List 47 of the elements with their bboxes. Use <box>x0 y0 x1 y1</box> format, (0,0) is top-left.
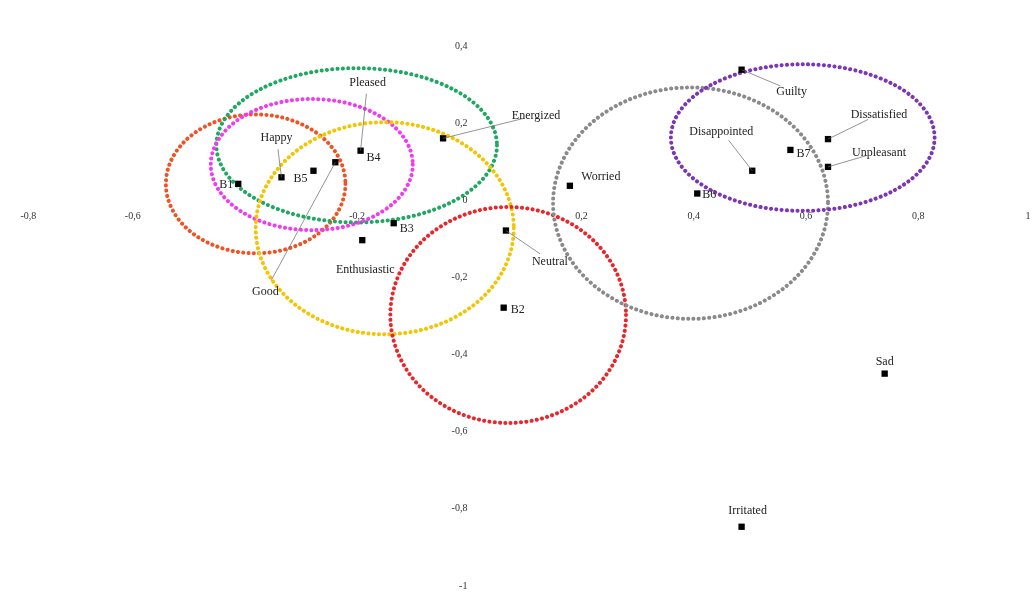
y-tick-label: 0,4 <box>454 39 468 51</box>
annotation: Irritated <box>728 502 767 517</box>
point <box>278 174 285 181</box>
annotation: B3 <box>399 221 414 236</box>
y-tick-label: -0,2 <box>451 270 468 282</box>
point <box>738 523 745 530</box>
y-tick-label: -0,8 <box>451 502 468 514</box>
annotation: B7 <box>796 145 811 160</box>
annotation: B4 <box>366 149 381 164</box>
y-tick-label: -0,6 <box>451 425 468 437</box>
annotation: Energized <box>511 108 561 123</box>
annotation: Unpleasant <box>852 144 907 159</box>
annotation: Pleased <box>349 74 386 89</box>
point <box>359 237 366 244</box>
annotation: Enthusiastic <box>335 262 395 277</box>
point <box>390 220 397 227</box>
annotation: B6 <box>702 186 717 201</box>
x-tick-label: -0,8 <box>20 209 37 221</box>
annotation: B1 <box>219 176 234 191</box>
x-tick-label: 0,6 <box>799 209 813 221</box>
annotation: B2 <box>510 301 525 316</box>
x-tick-label: 0,4 <box>687 209 701 221</box>
annotation: Guilty <box>776 83 807 98</box>
x-tick-label: -0,6 <box>124 209 141 221</box>
x-tick-label: 1 <box>1025 209 1031 221</box>
y-tick-label: -1 <box>459 579 468 591</box>
annotation: Good <box>252 284 279 299</box>
x-tick-label: -0,2 <box>349 209 366 221</box>
point <box>500 304 507 311</box>
x-tick-label: 0,2 <box>575 209 588 221</box>
annotation: Neutral <box>531 253 569 268</box>
annotation: Dissatisfied <box>850 107 908 122</box>
annotation: B5 <box>293 170 308 185</box>
x-tick-label: 0,8 <box>912 209 925 221</box>
annotation: Disappointed <box>689 123 754 138</box>
point <box>310 167 317 174</box>
y-tick-label: 0,2 <box>454 116 468 128</box>
annotation: Worried <box>581 168 621 183</box>
annotation: Sad <box>875 353 894 368</box>
point <box>881 370 888 377</box>
y-tick-label: 0 <box>462 193 468 205</box>
point <box>694 190 701 197</box>
point <box>787 146 794 154</box>
y-tick-label: -0,4 <box>451 348 468 360</box>
point <box>235 180 242 188</box>
point <box>566 182 574 189</box>
annotation: Happy <box>260 130 293 145</box>
